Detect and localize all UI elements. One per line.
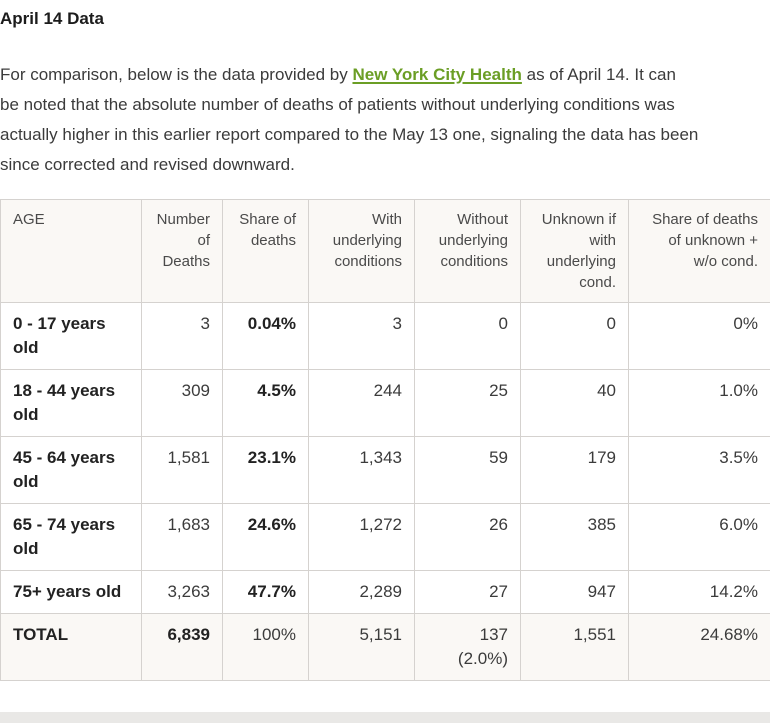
share-unknown-cell: 24.68% [628,613,770,681]
deaths-cell: 1,581 [141,436,223,504]
header-row: AGE Number of Deaths Share of deaths Wit… [0,199,770,303]
section-heading: April 14 Data [0,9,104,28]
with-cond-cell: 244 [308,369,415,437]
without-cond-cell: 0 [414,302,521,370]
intro-paragraph: For comparison, below is the data provid… [0,60,770,180]
column-header-with-underlying: With underlying conditions [308,199,415,303]
with-cond-cell: 2,289 [308,570,415,614]
with-cond-cell: 5,151 [308,613,415,681]
table-row: 0 - 17 years old 3 0.04% 3 0 0 0% [0,302,770,370]
with-cond-cell: 1,343 [308,436,415,504]
without-cond-cell: 59 [414,436,521,504]
age-cell: 18 - 44 years old [0,369,142,437]
table-row: 45 - 64 years old 1,581 23.1% 1,343 59 1… [0,436,770,504]
table-row: 75+ years old 3,263 47.7% 2,289 27 947 1… [0,570,770,614]
share-cell: 4.5% [222,369,309,437]
age-cell: TOTAL [0,613,142,681]
table-row: 18 - 44 years old 309 4.5% 244 25 40 1.0… [0,369,770,437]
deaths-cell: 1,683 [141,503,223,571]
total-row: TOTAL 6,839 100% 5,151 137 (2.0%) 1,551 … [0,613,770,681]
unknown-cond-cell: 40 [520,369,629,437]
unknown-cond-cell: 179 [520,436,629,504]
share-cell: 24.6% [222,503,309,571]
share-cell: 0.04% [222,302,309,370]
age-cell: 0 - 17 years old [0,302,142,370]
column-header-number-of-deaths: Number of Deaths [141,199,223,303]
intro-text-before: For comparison, below is the data provid… [0,65,353,84]
unknown-cond-cell: 1,551 [520,613,629,681]
unknown-cond-cell: 0 [520,302,629,370]
column-header-share-of-deaths: Share of deaths [222,199,309,303]
column-header-without-underlying: Without underlying conditions [414,199,521,303]
deaths-cell: 6,839 [141,613,223,681]
column-header-age: AGE [0,199,142,303]
deaths-cell: 309 [141,369,223,437]
without-cond-cell: 137 (2.0%) [414,613,521,681]
column-header-unknown-underlying: Unknown if with underlying cond. [520,199,629,303]
unknown-cond-cell: 947 [520,570,629,614]
deaths-by-age-table: AGE Number of Deaths Share of deaths Wit… [0,199,770,681]
with-cond-cell: 1,272 [308,503,415,571]
intro-text-after: as of April 14. It can be noted that the… [0,65,699,174]
share-cell: 100% [222,613,309,681]
share-cell: 23.1% [222,436,309,504]
share-cell: 47.7% [222,570,309,614]
table-row: 65 - 74 years old 1,683 24.6% 1,272 26 3… [0,503,770,571]
deaths-cell: 3 [141,302,223,370]
without-cond-cell: 26 [414,503,521,571]
with-cond-cell: 3 [308,302,415,370]
bottom-gray-bar [0,712,770,723]
share-unknown-cell: 14.2% [628,570,770,614]
without-cond-cell: 27 [414,570,521,614]
without-cond-cell: 25 [414,369,521,437]
share-unknown-cell: 6.0% [628,503,770,571]
deaths-cell: 3,263 [141,570,223,614]
share-unknown-cell: 0% [628,302,770,370]
nyc-health-link[interactable]: New York City Health [352,65,522,84]
age-cell: 75+ years old [0,570,142,614]
share-unknown-cell: 1.0% [628,369,770,437]
share-unknown-cell: 3.5% [628,436,770,504]
age-cell: 45 - 64 years old [0,436,142,504]
unknown-cond-cell: 385 [520,503,629,571]
column-header-share-unknown: Share of deaths of unknown + w/o cond. [628,199,770,303]
age-cell: 65 - 74 years old [0,503,142,571]
